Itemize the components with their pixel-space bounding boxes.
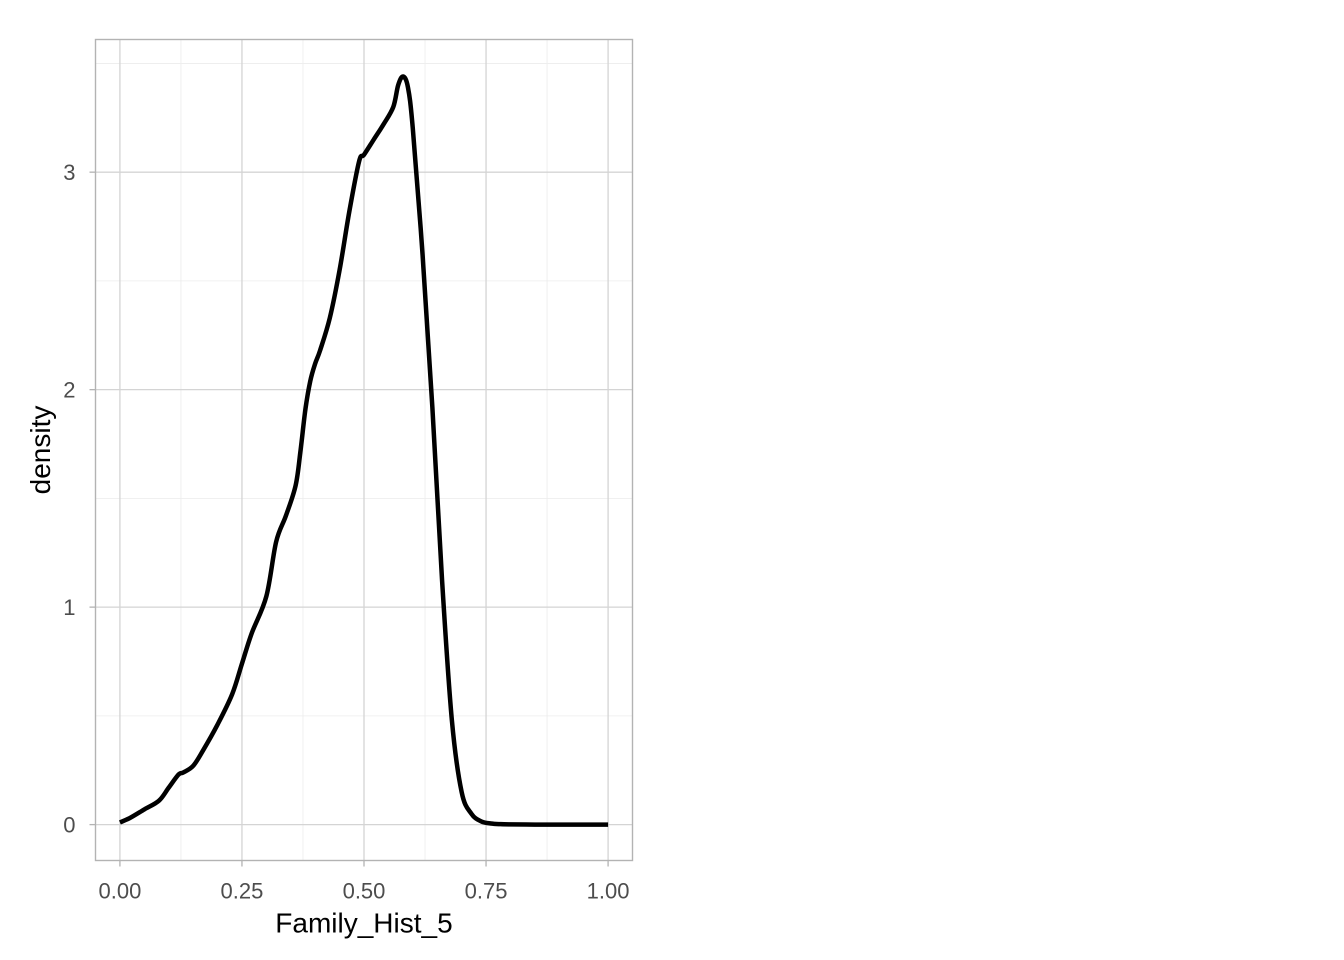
- y-tick-label: 0: [63, 813, 75, 838]
- x-tick-label: 1.00: [587, 879, 630, 904]
- y-tick-label: 1: [63, 595, 75, 620]
- x-tick-label: 0.25: [221, 879, 264, 904]
- y-axis-ticks: 0 1 2 3: [63, 160, 96, 838]
- density-curve: [119, 74, 609, 827]
- y-tick-label: 2: [63, 378, 75, 403]
- y-axis-title: density: [25, 406, 56, 495]
- y-tick-label: 3: [63, 160, 75, 185]
- series-lines: [119, 74, 609, 827]
- x-tick-label: 0.75: [465, 879, 508, 904]
- x-tick-label: 0.00: [98, 879, 141, 904]
- x-tick-label: 0.50: [343, 879, 386, 904]
- x-axis-ticks: 0.00 0.25 0.50 0.75 1.00: [98, 860, 630, 904]
- x-axis-title: Family_Hist_5: [275, 908, 452, 939]
